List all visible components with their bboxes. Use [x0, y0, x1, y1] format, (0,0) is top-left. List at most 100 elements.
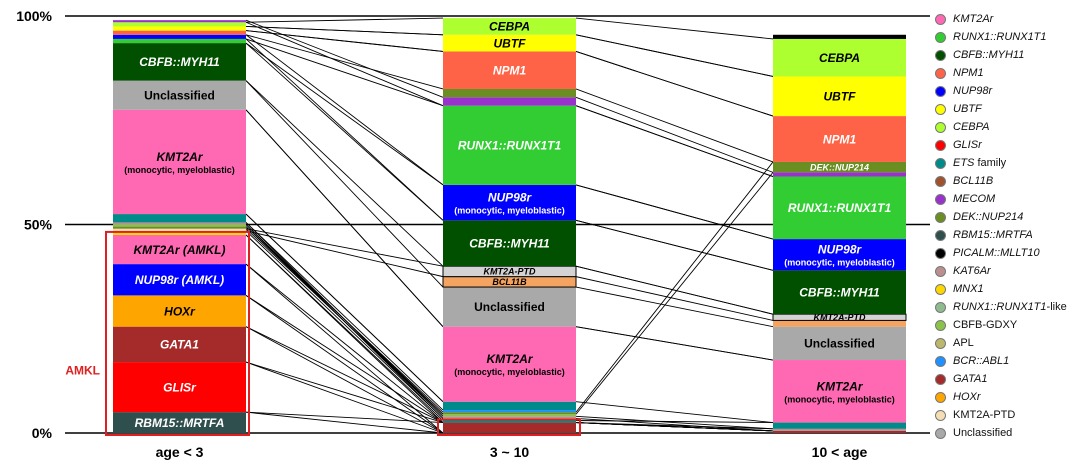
connector-line	[245, 21, 444, 107]
connector-line	[245, 230, 444, 419]
connector-lines	[245, 17, 774, 434]
segment-label: Unclassified	[804, 337, 875, 351]
legend-item: NPM1	[935, 64, 1075, 82]
bar-segment	[443, 97, 576, 106]
connector-line	[245, 230, 444, 278]
segment-label: CBFB::MYH11	[139, 55, 220, 69]
bar-segment	[443, 420, 576, 423]
connector-line	[245, 42, 444, 186]
connector-line	[245, 228, 444, 267]
connector-line	[575, 88, 774, 163]
bar-segment	[773, 422, 906, 429]
segment-sublabel: (monocytic, myeloblastic)	[454, 367, 565, 377]
segment-sublabel: (monocytic, myeloblastic)	[454, 206, 565, 216]
bar-segment	[773, 34, 906, 39]
connector-line	[245, 38, 444, 107]
bar-segment	[773, 161, 906, 173]
legend-item: DEK::NUP214	[935, 208, 1075, 226]
segment-label: BCL11B	[492, 277, 527, 287]
legend-label: RBM15::MRTFA	[953, 229, 1033, 241]
legend-item: KMT2A-PTD	[935, 406, 1075, 424]
connector-line	[575, 417, 774, 432]
legend-swatch	[935, 49, 946, 61]
connector-line	[575, 219, 774, 271]
bar-segment	[113, 20, 246, 23]
legend-label: UBTF	[953, 103, 982, 115]
connector-line	[245, 222, 444, 417]
bar-segment	[113, 34, 246, 39]
segment-label: RBM15::MRTFA	[135, 416, 225, 430]
connector-line	[245, 295, 444, 423]
connector-line	[245, 224, 444, 419]
bar-segment	[773, 326, 906, 361]
segment-sublabel: (monocytic, myeloblastic)	[124, 165, 235, 175]
x-category-label: 3 ~ 10	[490, 444, 530, 460]
connector-line	[575, 172, 774, 415]
bar-segment	[773, 76, 906, 117]
connector-line	[245, 42, 444, 221]
legend-item: KAT6Ar	[935, 262, 1075, 280]
bar-segment	[773, 239, 906, 271]
legend-label: RUNX1::RUNX1T1	[953, 31, 1047, 43]
connector-line	[245, 295, 444, 434]
bar-segment	[113, 222, 246, 225]
bar-segment	[113, 264, 246, 296]
segment-label: RUNX1::RUNX1T1	[458, 139, 562, 153]
legend-item: KMT2Ar	[935, 10, 1075, 28]
legend-label: KMT2A-PTD	[953, 409, 1016, 421]
connector-line	[245, 25, 444, 36]
bar-segment	[443, 410, 576, 413]
legend-swatch	[935, 355, 946, 367]
connector-line	[575, 286, 774, 328]
segment-label: UBTF	[824, 90, 857, 104]
bar-segment	[113, 43, 246, 81]
legend-label: MECOM	[953, 193, 996, 205]
segment-label: CBFB::MYH11	[469, 237, 550, 251]
connector-line	[245, 411, 444, 434]
segment-label: Unclassified	[474, 300, 545, 314]
segment-label: KMT2Ar	[486, 352, 533, 366]
legend-item: RUNX1::RUNX1T1-like	[935, 298, 1075, 316]
legend-swatch	[935, 193, 946, 205]
bar-segment	[443, 18, 576, 35]
connector-line	[245, 263, 444, 434]
legend-swatch	[935, 121, 946, 133]
legend-label: APL	[953, 337, 974, 349]
bar-segment	[113, 30, 246, 35]
segment-sublabel: (monocytic, myeloblastic)	[784, 394, 895, 404]
bar-segment	[773, 270, 906, 315]
legend-item: PICALM::MLLT10	[935, 244, 1075, 262]
connector-line	[245, 109, 444, 327]
bar-segment	[443, 287, 576, 327]
legend-swatch	[935, 265, 946, 277]
legend-item: GLISr	[935, 136, 1075, 154]
segment-label: CBFB::MYH11	[799, 286, 880, 300]
legend-swatch	[935, 139, 946, 151]
legend-swatch	[935, 157, 946, 169]
legend-item: RBM15::MRTFA	[935, 226, 1075, 244]
legend-swatch	[935, 319, 946, 331]
segment-label: KMT2Ar (AMKL)	[134, 243, 226, 257]
legend-label: RUNX1::RUNX1T1-like	[953, 301, 1067, 313]
x-category-label: age < 3	[156, 444, 204, 460]
x-category-label: 10 < age	[812, 444, 868, 460]
bar-segment	[113, 38, 246, 44]
legend-swatch	[935, 301, 946, 313]
bar-segment	[443, 416, 576, 419]
bar-segment	[113, 228, 246, 231]
legend-label: NPM1	[953, 67, 984, 79]
legend: KMT2Ar RUNX1::RUNX1T1 CBFB::MYH11 NPM1 NUP98…	[935, 10, 1075, 442]
legend-item: CBFB-GDXY	[935, 316, 1075, 334]
connector-line	[245, 326, 444, 423]
bar-segment	[113, 214, 246, 223]
connector-line	[245, 361, 444, 424]
segment-label: GLISr	[163, 380, 197, 394]
connector-line	[245, 30, 444, 52]
legend-item: APL	[935, 334, 1075, 352]
bar-segment	[773, 172, 906, 177]
bar-segment	[443, 401, 576, 411]
bar-segment	[443, 184, 576, 221]
bar-segment	[113, 22, 246, 27]
